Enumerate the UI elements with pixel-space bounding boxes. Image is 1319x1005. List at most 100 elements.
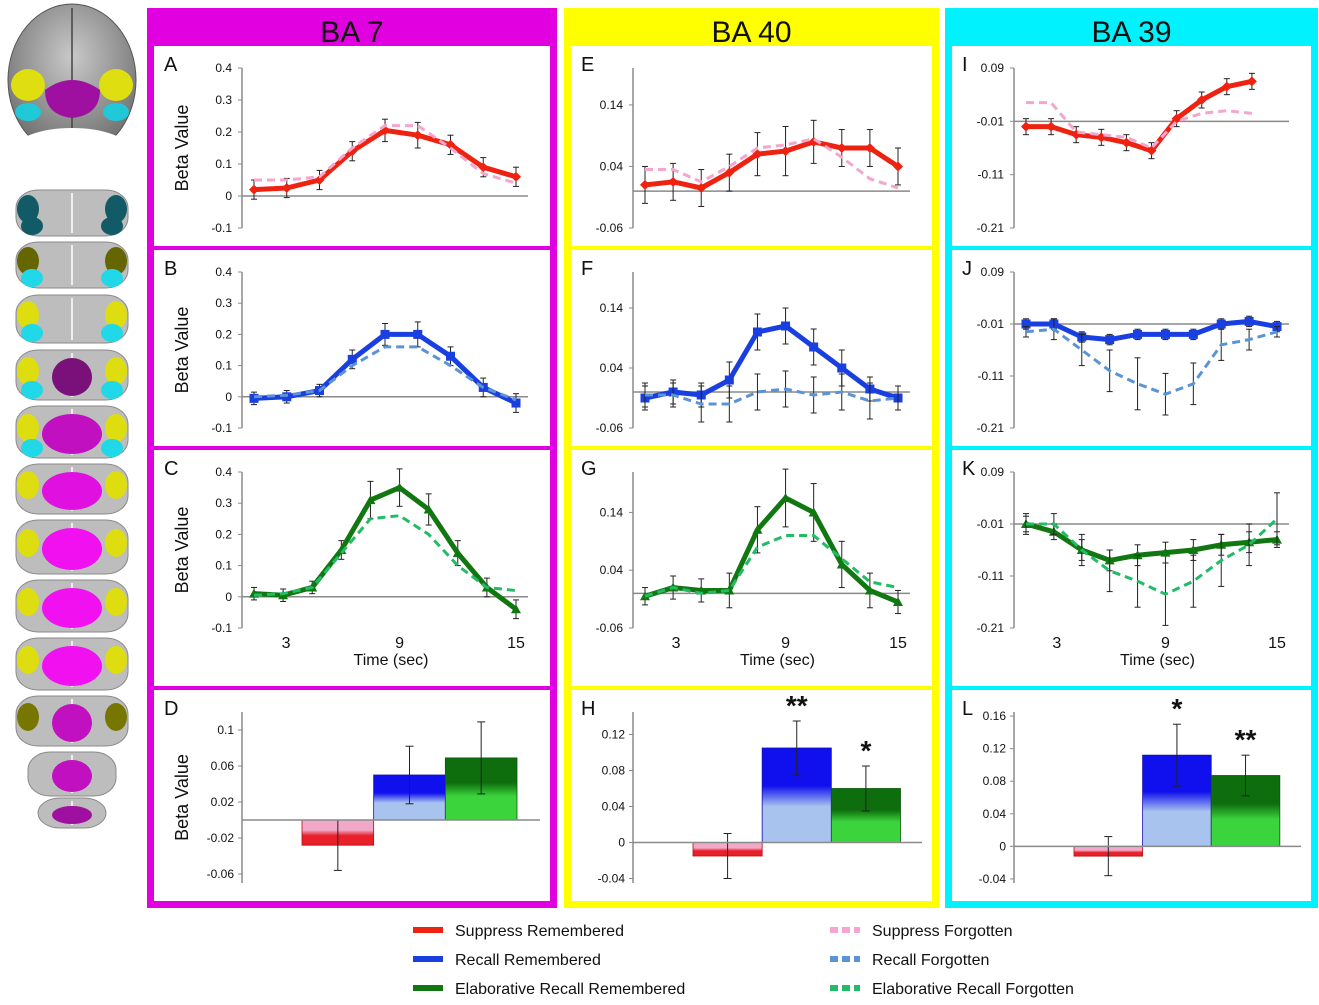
region-magenta: [42, 472, 102, 510]
y-tick-label: 0.1: [215, 559, 232, 573]
data-point: [1171, 113, 1182, 124]
region-magenta: [42, 588, 102, 628]
data-point: [1160, 547, 1171, 557]
y-tick-label: 0.04: [600, 159, 624, 173]
region-cyan: [21, 269, 43, 287]
y-tick-label: 0.08: [983, 774, 1007, 788]
panel-G: G 0.14 0.04 -0.06 3 9 15 Time (sec): [581, 458, 910, 669]
data-point: [836, 559, 847, 569]
x-axis-label: Time (sec): [740, 652, 815, 669]
y-tick-label: 0.08: [602, 764, 626, 778]
legend-label: Elaborative Recall Remembered: [455, 981, 685, 998]
data-point: [668, 387, 678, 397]
region-yellow: [17, 247, 39, 275]
region-yellow: [105, 301, 127, 329]
y-tick-label: -0.06: [207, 867, 235, 881]
region-cyan: [101, 269, 123, 287]
data-point: [1160, 329, 1170, 339]
data-point: [752, 149, 763, 160]
bar-2: [761, 747, 832, 843]
panel-letter: L: [962, 698, 973, 720]
panel-E: E 0.14 0.04 -0.06: [581, 54, 910, 235]
data-point: [481, 582, 492, 592]
series-line-elab_remembered: [253, 485, 518, 612]
data-point: [696, 183, 707, 193]
y-tick-label: 0.06: [211, 759, 235, 773]
y-tick-label: 0.09: [981, 465, 1005, 479]
panel-background: [154, 690, 550, 901]
column-title: BA 39: [1091, 16, 1171, 49]
region-cyan: [21, 324, 43, 342]
data-point: [1221, 81, 1232, 92]
data-point: [1244, 537, 1255, 547]
y-tick-label: 0: [225, 590, 232, 604]
y-tick-label: 0.04: [600, 361, 624, 375]
series-line-recall_forgotten: [645, 387, 899, 406]
bar-3: [444, 757, 518, 821]
data-point: [837, 363, 847, 373]
data-point: [278, 590, 289, 600]
region-magenta: [42, 528, 102, 570]
series-line-recall_remembered: [253, 331, 518, 406]
data-point: [893, 597, 903, 606]
column-title: BA 40: [711, 16, 791, 49]
y-tick-label: 0: [225, 390, 232, 404]
region-yellow: [17, 357, 39, 385]
y-tick-label: -0.02: [207, 831, 235, 845]
data-point: [282, 392, 292, 402]
y-tick-label: -0.04: [598, 872, 626, 886]
panel-H: H0.120.080.040-0.04***: [581, 690, 922, 886]
x-tick-label: 3: [282, 635, 291, 652]
data-point: [640, 591, 650, 601]
y-tick-label: 0.12: [602, 728, 626, 742]
y-tick-label: 0.14: [600, 98, 624, 112]
region-cyan: [21, 217, 43, 235]
panel-letter: G: [581, 458, 597, 480]
y-tick-label: 0.02: [211, 795, 235, 809]
region-cyan: [103, 103, 129, 121]
panel-background: [571, 46, 932, 246]
x-tick-label: 15: [1268, 635, 1286, 652]
data-point: [1216, 319, 1226, 329]
series-line-suppress_forgotten: [645, 137, 899, 190]
bar-2: [373, 774, 446, 821]
data-point: [1071, 129, 1082, 140]
panel-letter: A: [164, 54, 178, 76]
series-line-suppress_remembered: [644, 139, 900, 191]
data-point: [1246, 76, 1257, 87]
y-tick-label: -0.11: [978, 369, 1005, 383]
panel-I: I 0.09 -0.01 -0.11 -0.21: [962, 54, 1289, 235]
x-tick-label: 9: [781, 635, 790, 652]
legend-label: Recall Forgotten: [872, 952, 989, 969]
series-line-elab_remembered: [644, 495, 899, 605]
data-point: [1133, 329, 1143, 339]
panel-letter: F: [581, 258, 593, 280]
data-point: [1121, 137, 1132, 148]
region-cyan: [15, 103, 41, 121]
region-yellow: [17, 471, 39, 499]
series-line-recall_forgotten: [1025, 327, 1278, 396]
y-axis-label: Beta Value: [172, 507, 192, 594]
x-tick-label: 15: [889, 635, 907, 652]
column-frame: [945, 8, 1318, 908]
data-point: [347, 146, 358, 157]
data-point: [1216, 539, 1227, 549]
significance-star: *: [1171, 693, 1182, 724]
panel-letter: C: [164, 458, 178, 480]
region-yellow: [17, 301, 39, 329]
y-axis-label: Beta Value: [172, 754, 192, 841]
data-point: [1021, 319, 1031, 329]
panel-background: [952, 690, 1311, 901]
data-point: [1188, 545, 1199, 554]
y-tick-label: -0.01: [977, 517, 1005, 531]
region-yellow: [105, 357, 127, 385]
data-point: [446, 351, 455, 361]
legend-label: Suppress Forgotten: [872, 923, 1013, 940]
y-tick-label: 0.1: [215, 359, 232, 373]
bar-1: [1073, 845, 1144, 857]
significance-star: **: [1235, 724, 1257, 755]
panel-J: J 0.09 -0.01 -0.11 -0.21: [962, 258, 1289, 435]
y-tick-label: 0.09: [981, 61, 1005, 75]
region-yellow: [17, 529, 39, 557]
bar-1: [301, 819, 375, 846]
